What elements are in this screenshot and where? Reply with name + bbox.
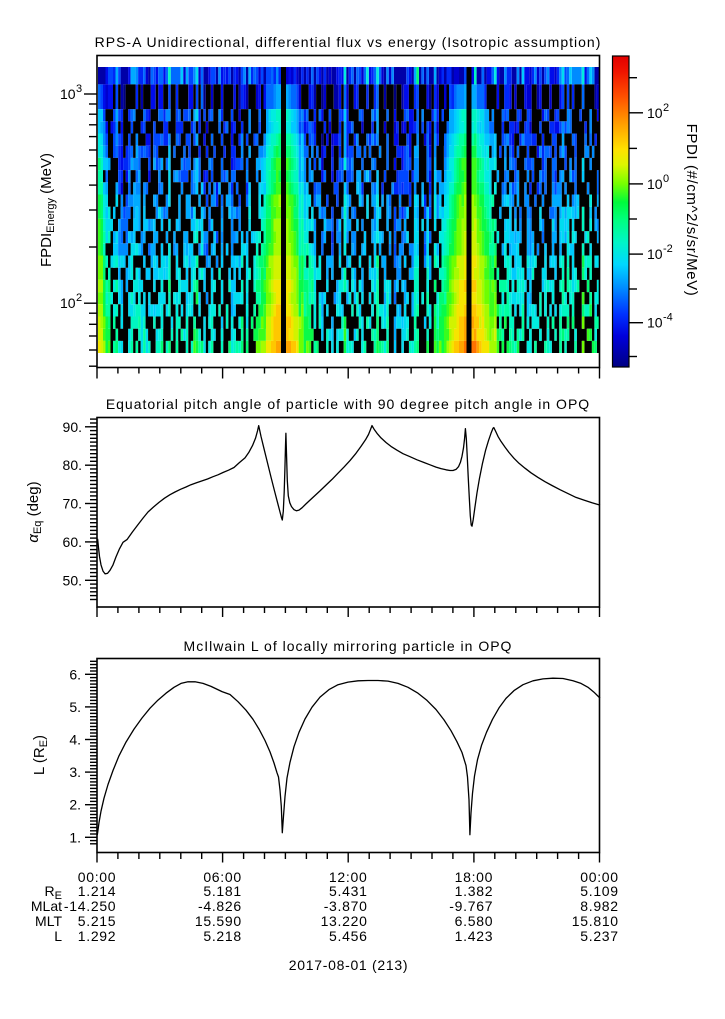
svg-text:10: 10 <box>647 176 663 192</box>
svg-text:60.: 60. <box>63 534 82 550</box>
svg-text:5.181: 5.181 <box>203 883 242 899</box>
svg-text:10: 10 <box>60 295 76 311</box>
svg-text:5.: 5. <box>69 699 81 715</box>
svg-text:0: 0 <box>663 173 669 185</box>
svg-text:-4.826: -4.826 <box>198 898 242 914</box>
svg-text:5.218: 5.218 <box>203 928 242 944</box>
svg-text:10: 10 <box>647 315 663 331</box>
svg-text:5.431: 5.431 <box>329 883 368 899</box>
svg-text:5.237: 5.237 <box>580 928 619 944</box>
svg-text:1.214: 1.214 <box>78 883 117 899</box>
svg-text:L: L <box>54 928 62 944</box>
svg-text:-14.250: -14.250 <box>64 898 116 914</box>
svg-text:13.220: 13.220 <box>321 913 368 929</box>
svg-text:1.292: 1.292 <box>78 928 117 944</box>
svg-text:3: 3 <box>76 83 82 95</box>
svg-text:-4: -4 <box>663 312 673 324</box>
svg-text:6.: 6. <box>69 666 81 682</box>
svg-text:1.382: 1.382 <box>455 883 494 899</box>
svg-text:RPS-A Unidirectional, differen: RPS-A Unidirectional, differential flux … <box>95 34 602 50</box>
svg-text:12:00: 12:00 <box>329 869 368 885</box>
svg-text:80.: 80. <box>63 457 82 473</box>
svg-text:Equatorial pitch angle of part: Equatorial pitch angle of particle with … <box>106 396 590 412</box>
svg-text:αEq (deg): αEq (deg) <box>25 481 44 542</box>
svg-text:McIlwain L of locally mirrorin: McIlwain L of locally mirroring particle… <box>184 638 513 654</box>
svg-text:00:00: 00:00 <box>580 869 619 885</box>
svg-text:90.: 90. <box>63 419 82 435</box>
svg-text:5.215: 5.215 <box>78 913 117 929</box>
svg-text:18:00: 18:00 <box>455 869 494 885</box>
svg-text:2.: 2. <box>69 797 81 813</box>
svg-text:6.580: 6.580 <box>455 913 494 929</box>
svg-text:50.: 50. <box>63 572 82 588</box>
svg-text:8.982: 8.982 <box>580 898 619 914</box>
svg-text:2017-08-01 (213): 2017-08-01 (213) <box>289 957 408 973</box>
svg-text:10: 10 <box>60 86 76 102</box>
svg-text:06:00: 06:00 <box>203 869 242 885</box>
svg-text:10: 10 <box>647 246 663 262</box>
svg-text:5.109: 5.109 <box>580 883 619 899</box>
svg-text:70.: 70. <box>63 496 82 512</box>
svg-text:2: 2 <box>663 102 669 114</box>
svg-text:15.590: 15.590 <box>195 913 242 929</box>
svg-text:-3.870: -3.870 <box>324 898 368 914</box>
svg-text:MLat: MLat <box>31 898 62 914</box>
svg-text:4.: 4. <box>69 732 81 748</box>
svg-text:2: 2 <box>76 292 82 304</box>
svg-text:00:00: 00:00 <box>78 869 117 885</box>
svg-text:FPDI (#/cm^2/s/sr/MeV): FPDI (#/cm^2/s/sr/MeV) <box>683 124 700 297</box>
svg-text:1.423: 1.423 <box>455 928 494 944</box>
svg-text:1.: 1. <box>69 829 81 845</box>
svg-text:FPDIEnergy (MeV): FPDIEnergy (MeV) <box>38 153 57 267</box>
svg-text:MLT: MLT <box>35 913 62 929</box>
svg-text:5.456: 5.456 <box>329 928 368 944</box>
svg-text:15.810: 15.810 <box>572 913 619 929</box>
svg-text:3.: 3. <box>69 764 81 780</box>
svg-text:10: 10 <box>647 105 663 121</box>
svg-text:-2: -2 <box>663 243 673 255</box>
svg-text:-9.767: -9.767 <box>449 898 493 914</box>
